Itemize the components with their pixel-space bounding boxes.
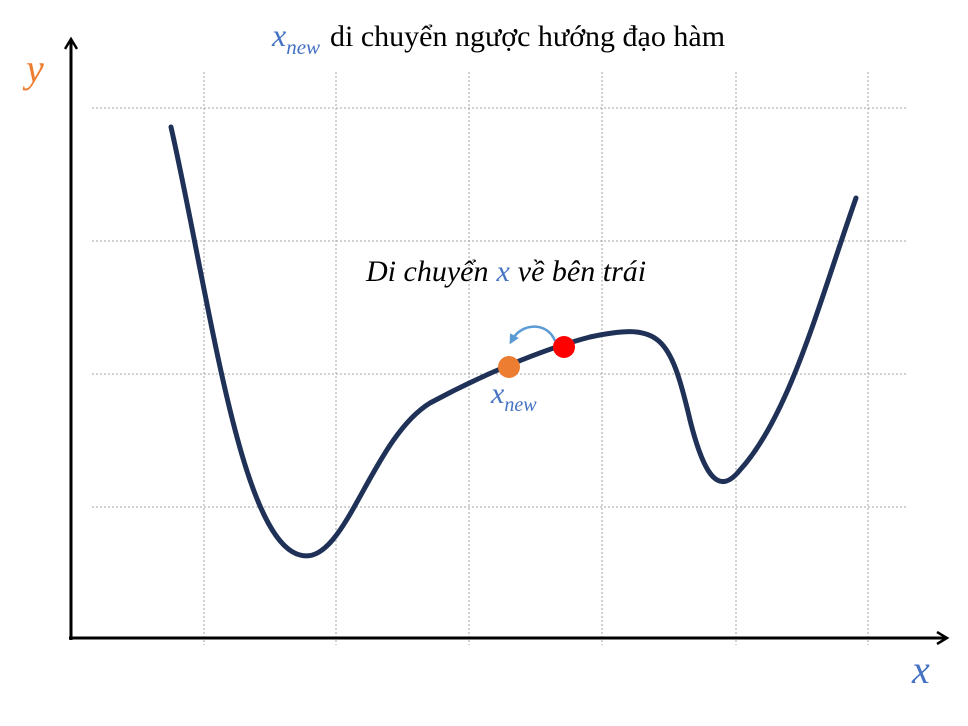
x-new-point (498, 356, 520, 378)
x-new-label: xnew (490, 377, 537, 416)
move-left-arrow (509, 325, 557, 345)
function-curve (168, 124, 859, 559)
title-var-sub: new (286, 35, 320, 59)
x-axis-label: x (911, 647, 930, 692)
annotation-var: x (495, 255, 510, 288)
title-text: di chuyển ngược hướng đạo hàm (330, 20, 725, 53)
annotation: Di chuyển x về bên trái (365, 255, 646, 288)
current-point (553, 336, 575, 358)
annotation-suffix: về bên trái (518, 255, 646, 288)
x-new-label-base: x (490, 377, 505, 410)
title-var: x (271, 17, 286, 53)
x-new-label-sub: new (504, 394, 537, 416)
annotation-prefix: Di chuyển (365, 255, 488, 288)
title: xnew di chuyển ngược hướng đạo hàm (271, 17, 725, 59)
grid (92, 72, 908, 645)
y-axis-label: y (22, 46, 44, 91)
